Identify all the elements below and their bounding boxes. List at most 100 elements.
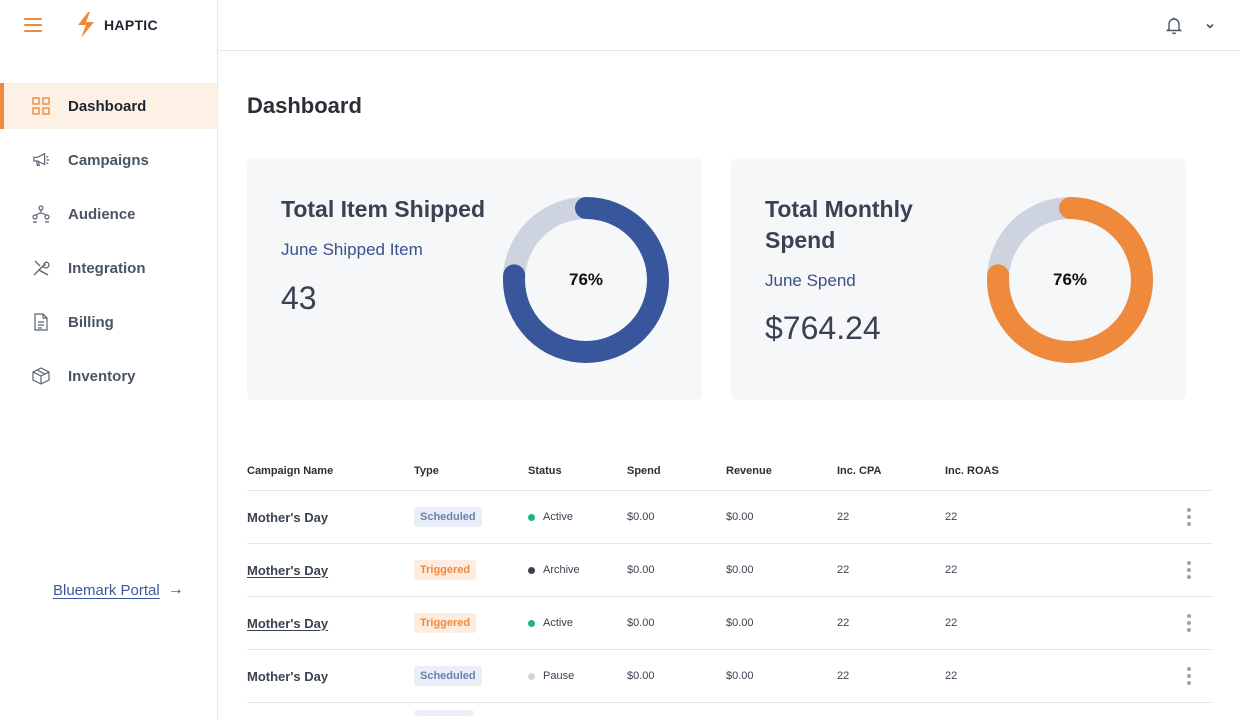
more-options-icon[interactable] bbox=[1187, 561, 1191, 579]
table-row-partial bbox=[247, 703, 1213, 720]
revenue-cell: $0.00 bbox=[726, 511, 754, 523]
card-title: Total Item Shipped bbox=[281, 196, 486, 222]
hamburger-menu-icon[interactable] bbox=[24, 18, 42, 32]
spend-cell: $0.00 bbox=[627, 564, 655, 576]
table-row[interactable]: Mother's Day Scheduled Active $0.00 $0.0… bbox=[247, 491, 1213, 544]
table-header: Campaign Name Type Status Spend Revenue … bbox=[247, 451, 1213, 491]
summary-cards: Total Item Shipped June Shipped Item 43 … bbox=[247, 158, 1213, 400]
status-text: Active bbox=[543, 511, 573, 523]
revenue-cell: $0.00 bbox=[726, 617, 754, 629]
sidebar: HAPTIC Dashboard Campaigns bbox=[0, 0, 218, 720]
campaign-table: Campaign Name Type Status Spend Revenue … bbox=[247, 451, 1213, 720]
table-row[interactable]: Mother's Day Scheduled Pause $0.00 $0.00… bbox=[247, 650, 1213, 703]
sidebar-item-label: Audience bbox=[68, 205, 136, 223]
spend-cell: $0.00 bbox=[627, 670, 655, 682]
status-cell: Archive bbox=[528, 564, 627, 576]
status-cell: Active bbox=[528, 617, 627, 629]
column-header[interactable]: Spend bbox=[627, 464, 661, 477]
sidebar-item-integration[interactable]: Integration bbox=[0, 245, 217, 291]
donut-chart: 76% bbox=[986, 196, 1154, 364]
sidebar-item-dashboard[interactable]: Dashboard bbox=[0, 83, 217, 129]
column-header[interactable]: Revenue bbox=[726, 464, 772, 477]
type-badge: Scheduled bbox=[414, 507, 482, 527]
donut-progress-arc bbox=[987, 197, 1153, 363]
card-value: 43 bbox=[281, 280, 317, 316]
table-row[interactable]: Mother's Day Triggered Archive $0.00 $0.… bbox=[247, 544, 1213, 597]
sidebar-item-label: Campaigns bbox=[68, 151, 149, 169]
table-row[interactable]: Mother's Day Triggered Active $0.00 $0.0… bbox=[247, 597, 1213, 650]
column-header[interactable]: Inc. ROAS bbox=[945, 464, 999, 477]
sidebar-item-label: Inventory bbox=[68, 367, 136, 385]
card-value: $764.24 bbox=[765, 310, 881, 346]
sidebar-header: HAPTIC bbox=[0, 0, 217, 50]
type-badge: Triggered bbox=[414, 613, 477, 633]
roas-cell: 22 bbox=[945, 670, 958, 682]
bell-icon[interactable] bbox=[1164, 15, 1184, 35]
sidebar-item-campaigns[interactable]: Campaigns bbox=[0, 137, 217, 183]
card-title: Total Monthly Spend bbox=[765, 196, 913, 253]
campaign-name[interactable]: Mother's Day bbox=[247, 509, 329, 525]
bluemark-portal-link[interactable]: Bluemark Portal → bbox=[53, 581, 184, 599]
sidebar-item-inventory[interactable]: Inventory bbox=[0, 353, 217, 399]
column-header[interactable]: Campaign Name bbox=[247, 464, 334, 477]
total-monthly-spend-card: Total Monthly Spend June Spend $764.24 7… bbox=[731, 158, 1186, 400]
more-options-icon[interactable] bbox=[1187, 667, 1191, 685]
revenue-cell: $0.00 bbox=[726, 564, 754, 576]
sidebar-item-label: Dashboard bbox=[68, 97, 147, 115]
column-header[interactable]: Inc. CPA bbox=[837, 464, 882, 477]
total-items-shipped-card: Total Item Shipped June Shipped Item 43 … bbox=[247, 158, 702, 400]
document-icon bbox=[32, 313, 50, 331]
campaign-name[interactable]: Mother's Day bbox=[247, 615, 329, 631]
grid-icon bbox=[32, 97, 50, 115]
brand-name: HAPTIC bbox=[104, 17, 158, 33]
type-badge bbox=[414, 710, 474, 716]
box-icon bbox=[32, 367, 50, 385]
portal-link-label: Bluemark Portal bbox=[53, 581, 160, 599]
donut-percent-label: 76% bbox=[568, 270, 604, 289]
sidebar-item-label: Billing bbox=[68, 313, 114, 331]
status-cell: Pause bbox=[528, 670, 627, 682]
status-text: Pause bbox=[543, 670, 575, 682]
page-title: Dashboard bbox=[247, 93, 362, 118]
sidebar-nav: Dashboard Campaigns Audience bbox=[0, 83, 217, 399]
logo[interactable]: HAPTIC bbox=[74, 11, 158, 39]
status-dot bbox=[528, 672, 535, 680]
campaign-name[interactable]: Mother's Day bbox=[247, 668, 329, 684]
revenue-cell: $0.00 bbox=[726, 670, 754, 682]
donut-percent-label: 76% bbox=[1052, 270, 1088, 289]
spend-cell: $0.00 bbox=[627, 617, 655, 629]
sidebar-item-billing[interactable]: Billing bbox=[0, 299, 217, 345]
cpa-cell: 22 bbox=[837, 564, 850, 576]
lightning-logo-icon bbox=[78, 12, 94, 38]
sidebar-item-audience[interactable]: Audience bbox=[0, 191, 217, 237]
card-subtitle: June Shipped Item bbox=[281, 240, 423, 259]
chevron-down-icon[interactable] bbox=[1204, 19, 1216, 31]
roas-cell: 22 bbox=[945, 511, 958, 523]
status-dot bbox=[528, 566, 535, 574]
top-bar bbox=[218, 0, 1240, 51]
cpa-cell: 22 bbox=[837, 617, 850, 629]
sidebar-item-label: Integration bbox=[68, 259, 146, 277]
status-dot bbox=[528, 513, 535, 521]
status-text: Archive bbox=[543, 564, 580, 576]
tools-icon bbox=[32, 259, 50, 277]
megaphone-icon bbox=[32, 151, 50, 169]
main-content: Dashboard Total Item Shipped June Shippe… bbox=[247, 51, 1213, 716]
roas-cell: 22 bbox=[945, 617, 958, 629]
type-badge: Triggered bbox=[414, 560, 477, 580]
roas-cell: 22 bbox=[945, 564, 958, 576]
card-subtitle: June Spend bbox=[765, 271, 856, 290]
donut-chart: 76% bbox=[502, 196, 670, 364]
cpa-cell: 22 bbox=[837, 670, 850, 682]
spend-cell: $0.00 bbox=[627, 511, 655, 523]
more-options-icon[interactable] bbox=[1187, 508, 1191, 526]
status-text: Active bbox=[543, 617, 573, 629]
cpa-cell: 22 bbox=[837, 511, 850, 523]
more-options-icon[interactable] bbox=[1187, 614, 1191, 632]
campaign-name[interactable]: Mother's Day bbox=[247, 562, 329, 578]
column-header[interactable]: Type bbox=[414, 464, 439, 477]
column-header[interactable]: Status bbox=[528, 464, 562, 477]
audience-icon bbox=[32, 205, 50, 223]
status-cell: Active bbox=[528, 511, 627, 523]
status-dot bbox=[528, 619, 535, 627]
